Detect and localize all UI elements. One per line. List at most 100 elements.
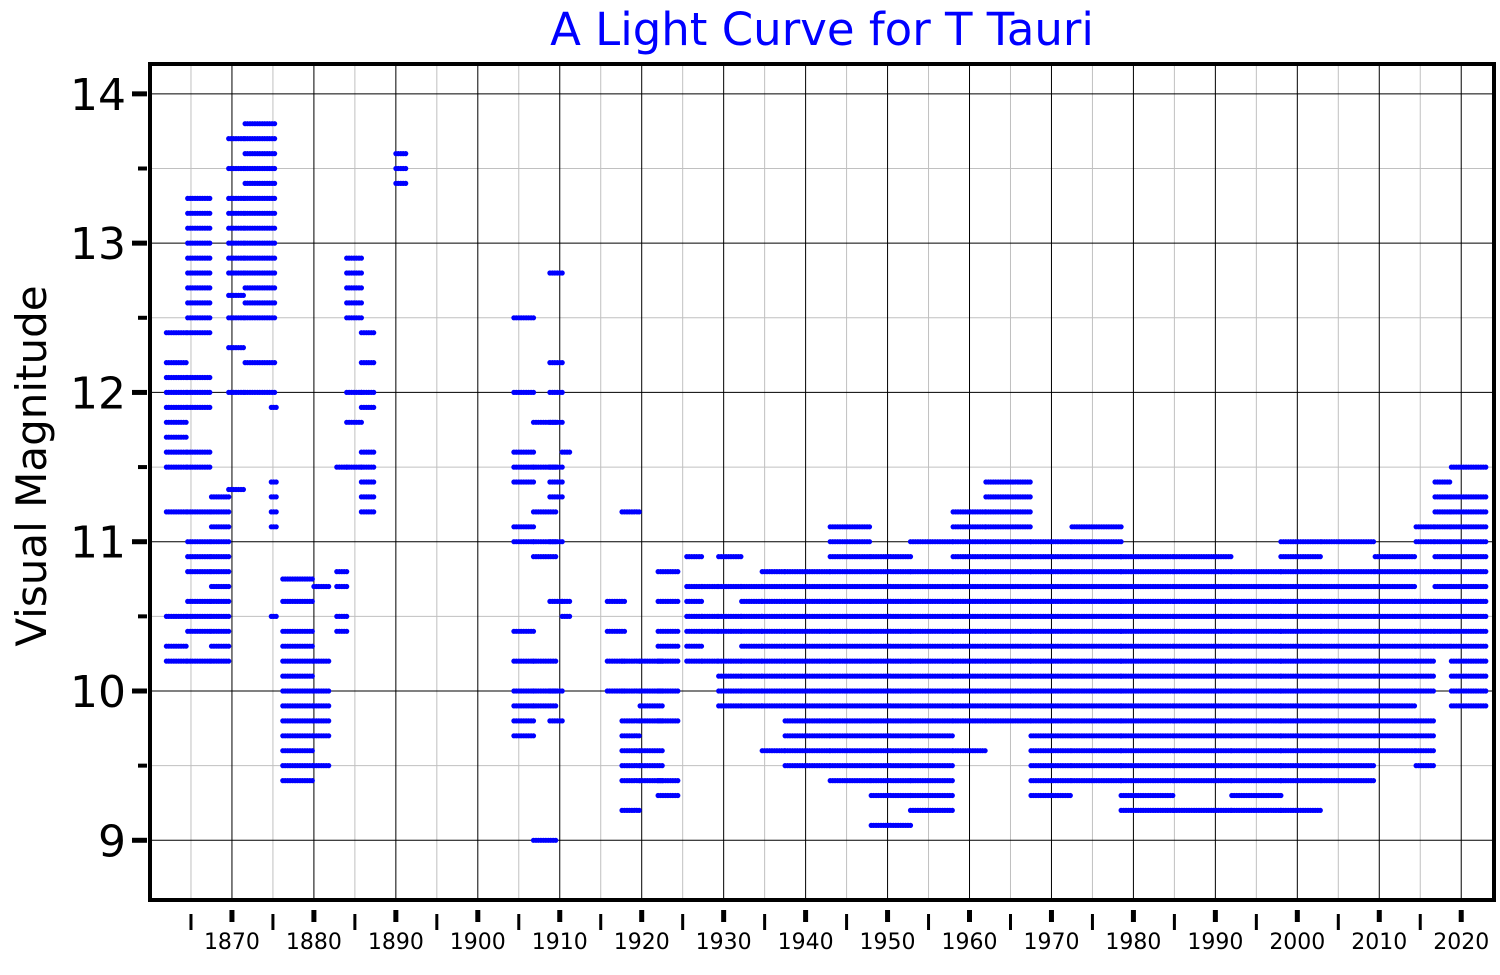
data-point (698, 598, 705, 605)
data-point (273, 524, 279, 530)
data-point (907, 822, 914, 829)
data-point (183, 643, 189, 649)
data-point (183, 360, 189, 366)
data-point (636, 509, 642, 515)
data-point (309, 643, 315, 649)
data-point (371, 404, 377, 410)
data-point (1027, 494, 1033, 500)
data-point (358, 315, 364, 321)
data-point (1118, 539, 1124, 545)
data-point (621, 598, 628, 605)
data-point (326, 763, 332, 769)
data-point (403, 165, 409, 172)
data-point (559, 389, 565, 395)
data-point (371, 509, 377, 515)
data-point (272, 270, 278, 276)
data-point (272, 210, 278, 216)
data-point (240, 345, 246, 351)
major-grid (150, 64, 1494, 900)
data-point (949, 763, 955, 769)
data-point (403, 180, 409, 186)
data-point (675, 718, 681, 724)
data-point (559, 464, 565, 470)
data-point (226, 643, 232, 649)
data-point (358, 419, 364, 425)
data-point (226, 613, 232, 620)
data-point (659, 748, 665, 754)
data-point (358, 285, 364, 291)
data-point (240, 292, 246, 298)
data-point (675, 569, 681, 575)
data-point (530, 389, 537, 395)
data-point (207, 255, 213, 261)
data-point (226, 658, 232, 664)
data-point (675, 792, 681, 799)
data-point (530, 718, 537, 724)
data-point (309, 673, 315, 679)
data-point (559, 270, 565, 276)
data-point (226, 598, 232, 605)
data-point (207, 285, 213, 291)
data-point (530, 733, 537, 739)
data-point (207, 270, 213, 276)
data-point (226, 509, 232, 515)
data-point (326, 718, 332, 724)
data-point (207, 195, 213, 201)
data-point (273, 613, 279, 620)
data-point (907, 554, 914, 560)
data-point (183, 434, 189, 440)
data-point (272, 255, 278, 261)
data-point (698, 554, 705, 560)
data-point (207, 240, 213, 246)
data-point (559, 688, 565, 694)
data-point (530, 524, 537, 530)
data-point (553, 554, 559, 560)
data-point (371, 464, 377, 470)
data-point (559, 479, 565, 485)
data-point (949, 778, 955, 784)
data-point (553, 837, 559, 843)
data-point (207, 225, 213, 231)
data-point (371, 389, 377, 395)
data-point (559, 419, 565, 425)
data-point (272, 315, 278, 321)
data-point (272, 180, 278, 186)
data-point (309, 576, 315, 582)
data-point (226, 628, 232, 634)
data-point (273, 404, 279, 410)
data-point (309, 778, 315, 784)
data-point (371, 479, 377, 485)
data-point (309, 628, 315, 634)
data-point (567, 598, 573, 605)
data-point (272, 121, 278, 127)
data-point (371, 494, 377, 500)
data-point (559, 494, 565, 500)
data-point (553, 509, 559, 515)
data-point (272, 285, 278, 291)
data-point (272, 389, 278, 395)
data-point (949, 807, 955, 814)
data-point (866, 539, 873, 545)
data-point (183, 419, 189, 425)
data-point (272, 240, 278, 246)
data-point (326, 703, 332, 709)
data-point (273, 509, 279, 515)
data-point (273, 479, 279, 485)
data-point (344, 583, 350, 590)
data-point (567, 449, 573, 455)
data-point (1027, 479, 1033, 485)
data-point (358, 270, 364, 276)
data-point (675, 643, 681, 649)
data-point (226, 583, 232, 590)
data-point (1027, 509, 1033, 515)
data-point (272, 151, 278, 157)
data-point (738, 554, 744, 560)
data-point (1027, 524, 1033, 530)
data-point (530, 628, 537, 634)
data-point (371, 449, 377, 455)
data-point (240, 486, 246, 493)
data-point (675, 598, 681, 605)
data-point (358, 255, 364, 261)
data-point (698, 643, 705, 649)
